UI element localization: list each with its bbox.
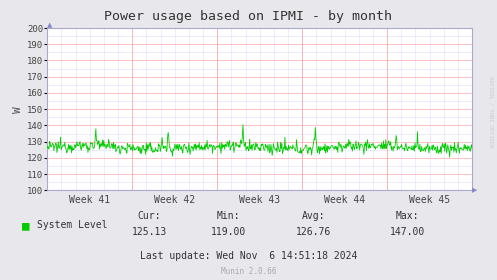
- Text: 125.13: 125.13: [132, 227, 166, 237]
- Text: System Level: System Level: [37, 220, 108, 230]
- Text: 119.00: 119.00: [211, 227, 246, 237]
- Text: Min:: Min:: [217, 211, 241, 221]
- Text: 126.76: 126.76: [296, 227, 331, 237]
- Text: RADTOOL / TOBI OETIKER: RADTOOL / TOBI OETIKER: [489, 76, 494, 148]
- Y-axis label: W: W: [13, 106, 23, 113]
- Text: Max:: Max:: [396, 211, 419, 221]
- Text: Avg:: Avg:: [301, 211, 325, 221]
- Text: ▶: ▶: [472, 187, 478, 193]
- Text: Munin 2.0.66: Munin 2.0.66: [221, 267, 276, 276]
- Text: Cur:: Cur:: [137, 211, 161, 221]
- Text: ▲: ▲: [47, 22, 53, 28]
- Text: 147.00: 147.00: [390, 227, 425, 237]
- Text: Last update: Wed Nov  6 14:51:18 2024: Last update: Wed Nov 6 14:51:18 2024: [140, 251, 357, 261]
- Text: ■: ■: [22, 219, 30, 232]
- Text: Power usage based on IPMI - by month: Power usage based on IPMI - by month: [104, 10, 393, 23]
